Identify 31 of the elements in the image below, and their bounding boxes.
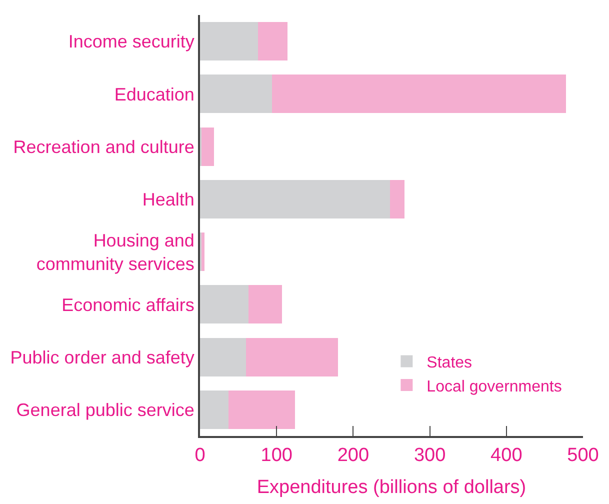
- bar: [200, 338, 246, 376]
- bar: [272, 74, 566, 114]
- y-tick-label: General public service: [16, 400, 194, 420]
- bar: [200, 285, 248, 324]
- bar: [390, 180, 405, 218]
- legend-label: States: [426, 354, 472, 372]
- bar: [200, 74, 272, 114]
- bar: [258, 22, 288, 61]
- bar: [248, 285, 282, 324]
- y-tick-label: Health: [142, 189, 194, 210]
- x-axis-title: Expenditures (billions of dollars): [256, 477, 526, 498]
- bar: [246, 338, 338, 376]
- y-tick-label: Income security: [68, 32, 194, 52]
- y-tick-label: Recreation and culture: [13, 136, 194, 157]
- y-tick-label: Housing and community services: [36, 230, 194, 274]
- y-tick-label: Education: [114, 84, 194, 104]
- x-tick-label: 300: [414, 444, 446, 466]
- x-tick-label: 400: [490, 444, 522, 466]
- bar: [202, 232, 205, 272]
- legend-label: Local governments: [426, 378, 562, 396]
- x-tick-label: 500: [567, 444, 599, 466]
- y-tick-label: Economic affairs: [62, 294, 194, 315]
- x-tick-label: 0: [194, 444, 206, 466]
- x-tick-label: 100: [260, 444, 292, 466]
- x-tick-label: 200: [337, 444, 370, 466]
- bar: [228, 390, 295, 429]
- bar: [200, 22, 258, 61]
- y-tick-label: Public order and safety: [10, 347, 194, 368]
- bar: [200, 180, 390, 218]
- bar: [200, 390, 228, 429]
- bar: [202, 127, 214, 166]
